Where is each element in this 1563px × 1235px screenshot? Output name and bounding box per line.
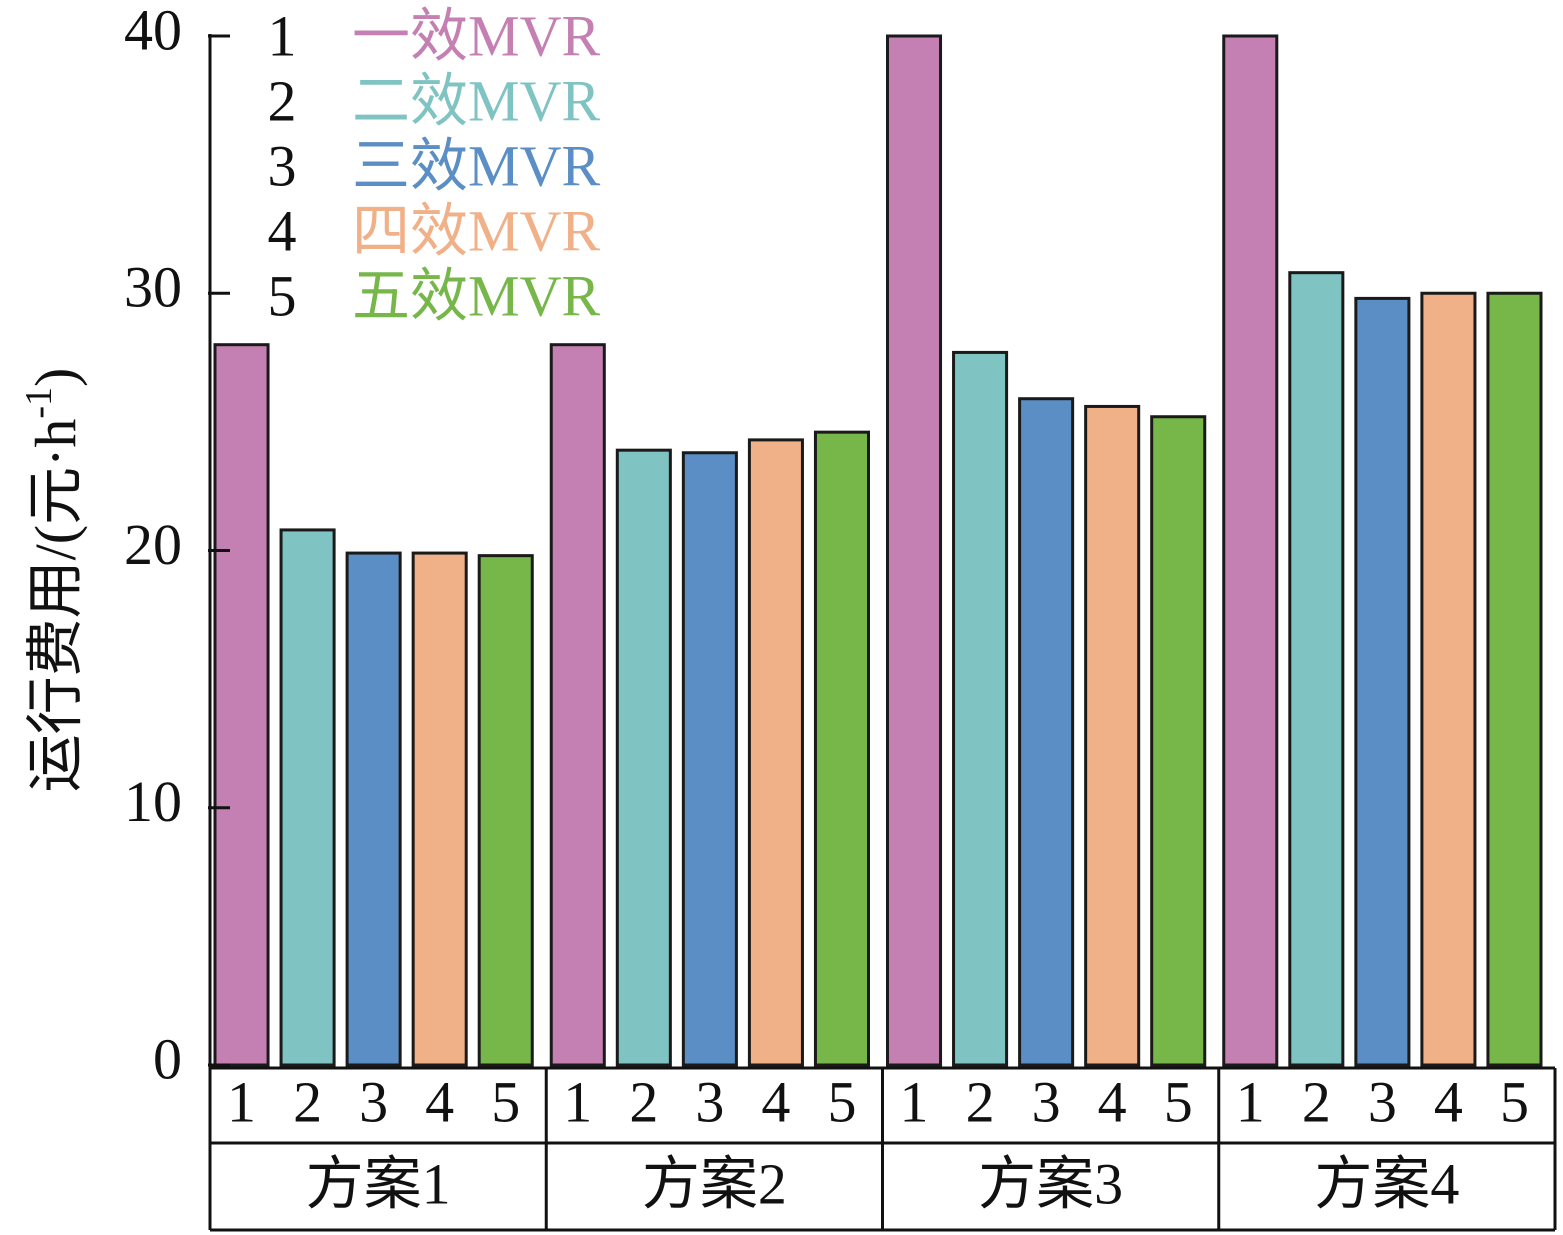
x-sub-label: 1 [900,1069,929,1134]
bar [279,528,336,1067]
x-sub-label: 3 [695,1069,724,1134]
bar [1288,271,1345,1067]
bar [681,451,738,1067]
x-sub-label: 3 [1032,1069,1061,1134]
y-tick-label: 20 [124,512,182,577]
legend-label: 五效MVR [352,263,600,328]
legend-id: 1 [268,3,297,68]
x-sub-label: 5 [1500,1069,1529,1134]
x-sub-label: 1 [1236,1069,1265,1134]
x-sub-label: 2 [629,1069,658,1134]
x-sub-label: 2 [966,1069,995,1134]
y-tick-label: 0 [153,1026,182,1091]
x-sub-label: 1 [563,1069,592,1134]
y-tick-label: 30 [124,255,182,320]
x-tick-label: 方案4 [1314,1151,1459,1216]
x-sub-label: 5 [827,1069,856,1134]
x-sub-label: 3 [1368,1069,1397,1134]
x-sub-label: 4 [761,1069,790,1134]
x-sub-label: 5 [1164,1069,1193,1134]
x-sub-label: 4 [425,1069,454,1134]
legend-id: 3 [268,133,297,198]
y-label-sup: -1 [18,387,60,419]
bar [1420,291,1477,1067]
bar [477,554,534,1067]
bar [952,350,1009,1067]
y-tick-label: 40 [124,0,182,62]
x-sub-label: 5 [491,1069,520,1134]
x-sub-label: 1 [227,1069,256,1134]
x-tick-label: 方案2 [642,1151,787,1216]
bar [747,438,804,1067]
x-sub-label: 2 [1302,1069,1331,1134]
bar [345,551,402,1067]
legend-label: 二效MVR [352,68,600,133]
bar [411,551,468,1067]
bar [1150,415,1207,1067]
bar [549,343,606,1067]
bar [886,34,943,1067]
bar [615,448,672,1067]
bar [1354,296,1411,1067]
legend-label: 一效MVR [352,3,600,68]
bar [1018,397,1075,1067]
legend-label: 三效MVR [352,133,600,198]
y-axis-label: 运行费用/(元·h-1) [18,368,89,793]
bar [213,343,270,1067]
bar [813,430,871,1067]
y-label-main: 运行费用/(元·h [23,419,88,793]
legend-label: 四效MVR [352,198,600,263]
legend-id: 4 [268,198,297,263]
x-sub-label: 3 [359,1069,388,1134]
bar [1084,404,1141,1067]
legend-id: 5 [268,263,297,328]
x-tick-label: 方案1 [306,1151,451,1216]
bar [1486,291,1543,1067]
x-tick-label: 方案3 [978,1151,1123,1216]
x-sub-label: 4 [1434,1069,1463,1134]
x-sub-label: 4 [1098,1069,1127,1134]
bar [1222,34,1279,1067]
legend-id: 2 [268,68,297,133]
y-label-end: ) [23,368,88,387]
x-sub-label: 2 [293,1069,322,1134]
y-tick-label: 10 [124,769,182,834]
